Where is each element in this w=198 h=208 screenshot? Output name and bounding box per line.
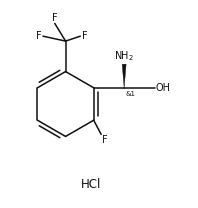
- Text: F: F: [102, 135, 108, 145]
- Text: F: F: [82, 31, 87, 41]
- Text: NH$_2$: NH$_2$: [114, 49, 134, 63]
- Text: &1: &1: [126, 91, 136, 97]
- Text: HCl: HCl: [81, 178, 101, 191]
- Polygon shape: [122, 64, 126, 88]
- Text: F: F: [36, 31, 42, 41]
- Text: OH: OH: [156, 83, 171, 93]
- Text: F: F: [52, 13, 58, 23]
